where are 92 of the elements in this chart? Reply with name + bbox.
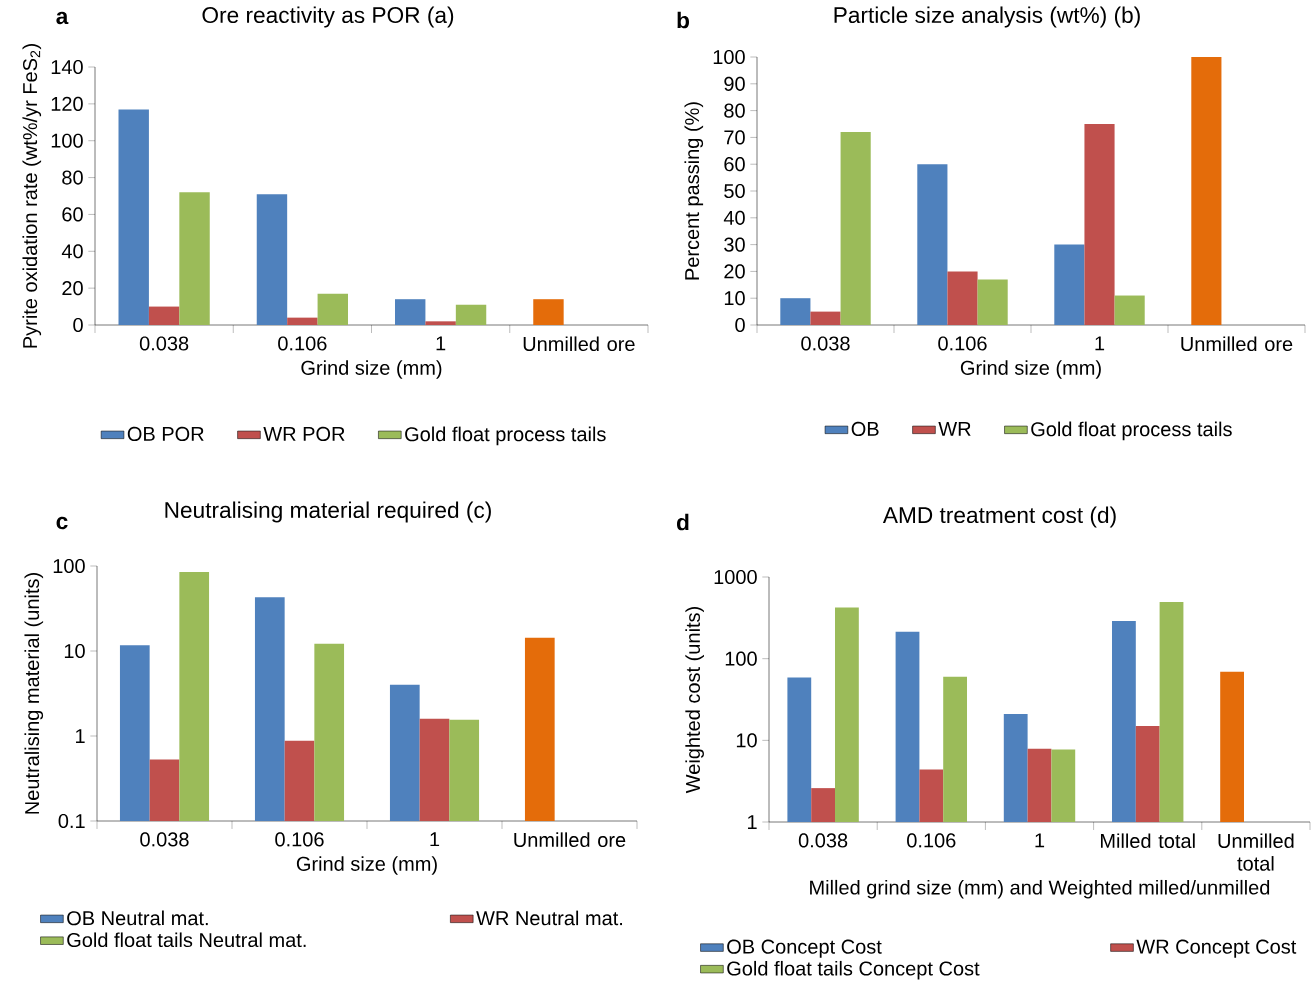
bar <box>256 194 288 326</box>
y-tick-label: 0 <box>73 318 83 333</box>
x-tick-label: 0.038 <box>798 833 848 848</box>
y-tick-label: 100 <box>713 50 745 65</box>
x-tick-label: 0.106 <box>278 336 327 351</box>
y-axis-title: Percent passing (%) <box>684 102 704 280</box>
y-tick-label: 90 <box>724 76 745 92</box>
x-tick-label: Unmilled ore <box>523 336 635 352</box>
y-tick-label: 50 <box>724 184 745 199</box>
x-tick-label: Unmilled total <box>1218 833 1294 871</box>
bar <box>425 321 456 326</box>
x-tick-label: 0.106 <box>275 832 324 847</box>
legend-label: OB Neutral mat. <box>67 910 208 926</box>
y-tick-label: 120 <box>51 96 83 112</box>
bar <box>179 192 210 326</box>
text: d <box>677 513 689 531</box>
y-tick-label: 10 <box>64 644 85 659</box>
y-axis-title: Weighted cost (units) <box>685 607 704 794</box>
x-tick-label: 0.106 <box>907 833 956 848</box>
legend-label: Gold float tails Concept Cost <box>727 961 980 980</box>
bar <box>977 279 1008 326</box>
y-tick-label: 80 <box>724 103 745 118</box>
text: c <box>56 516 68 530</box>
bar <box>1191 57 1222 326</box>
y-tick-label: 30 <box>724 237 745 252</box>
y-tick-label: 80 <box>62 170 83 185</box>
x-axis-title: Grind size (mm) <box>296 856 437 875</box>
y-tick-label: 1000 <box>714 570 757 585</box>
bar <box>1084 124 1115 326</box>
x-tick-label: Milled total <box>1100 833 1195 849</box>
bar <box>533 299 564 326</box>
legend-label: WR <box>938 422 971 436</box>
x-tick-label: 0.038 <box>140 832 189 847</box>
y-axis-title: Pyrite oxidation rate (wt%/yr FeS$_{2}$) <box>22 44 42 348</box>
legend-label: Gold float process tails <box>405 426 606 446</box>
y-tick-label: 60 <box>62 207 83 222</box>
legend-label: OB POR <box>127 427 204 442</box>
bar <box>1114 295 1145 326</box>
y-tick-label: 40 <box>61 244 83 259</box>
chart-title: Neutralising material required (c) <box>165 501 491 523</box>
y-tick-label: 10 <box>724 291 745 306</box>
x-tick-label: 1 <box>430 832 440 847</box>
x-tick-label: 0.038 <box>139 336 189 351</box>
x-tick-label: Unmilled ore <box>514 832 626 848</box>
x-tick-label: Unmilled ore <box>1181 336 1293 352</box>
text: b <box>677 11 689 29</box>
y-tick-label: 100 <box>725 651 757 666</box>
bar <box>148 306 180 326</box>
y-tick-label: 70 <box>724 130 745 145</box>
y-tick-label: 20 <box>62 281 83 296</box>
y-tick-label: 1 <box>76 729 85 744</box>
x-tick-label: 1 <box>1095 336 1105 351</box>
bar <box>780 298 811 326</box>
chart-title: AMD treatment cost (d) <box>882 506 1116 528</box>
y-tick-label: 1 <box>748 815 757 830</box>
bar <box>840 132 871 326</box>
y-axis-title: Neutralising material (units) <box>24 573 44 814</box>
y-tick-label: 40 <box>723 210 745 226</box>
y-tick-label: 100 <box>53 559 85 574</box>
x-tick-label: 1 <box>436 336 446 351</box>
text: a <box>56 11 69 25</box>
legend-label: Gold float process tails <box>1031 421 1232 441</box>
y-tick-label: 60 <box>724 157 745 172</box>
bar <box>395 299 426 326</box>
bar <box>287 317 318 326</box>
x-axis-title: Milled grind size (mm) and Weighted milled/unmilled <box>810 880 1270 899</box>
y-tick-label: 10 <box>736 733 757 748</box>
chart-title: Particle size analysis (wt%) (b) <box>834 6 1140 28</box>
bar <box>917 164 948 326</box>
y-tick-label: 0.1 <box>58 814 85 829</box>
bar <box>947 271 978 326</box>
x-tick-label: 1 <box>1035 833 1045 848</box>
bar <box>118 109 149 326</box>
y-tick-label: 140 <box>51 60 83 75</box>
legend-label: OB Concept Cost <box>727 939 882 958</box>
x-tick-label: 0.106 <box>938 336 987 351</box>
legend-label: WR Neutral mat. <box>476 910 623 926</box>
legend-label: OB <box>851 422 879 437</box>
bar <box>455 304 487 326</box>
y-tick-label: 0 <box>735 318 745 333</box>
x-axis-title: Grind size (mm) <box>960 360 1101 379</box>
x-tick-label: 0.038 <box>801 336 850 351</box>
legend-label: WR POR <box>263 427 345 442</box>
bar <box>317 293 348 326</box>
x-axis-title: Grind size (mm) <box>301 360 442 379</box>
y-tick-label: 100 <box>51 133 83 148</box>
y-tick-label: 20 <box>724 264 745 279</box>
legend-label: WR Concept Cost <box>1136 939 1297 958</box>
legend-label: Gold float tails Neutral mat. <box>67 932 306 948</box>
bar <box>810 311 841 326</box>
bar <box>1054 244 1085 326</box>
chart-title: Ore reactivity as POR (a) <box>202 6 454 28</box>
